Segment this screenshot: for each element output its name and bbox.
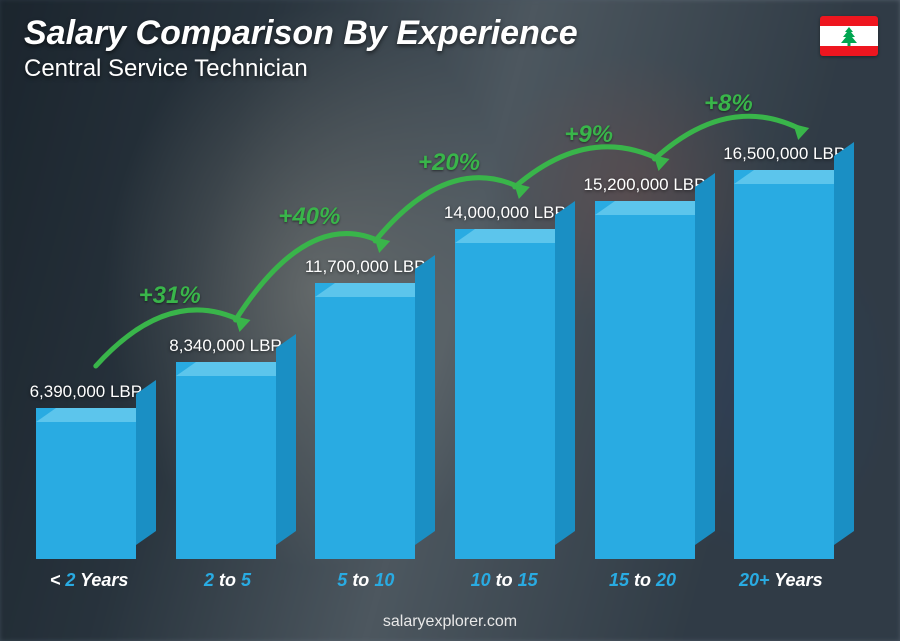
bar-value-label: 11,700,000 LBP (305, 257, 426, 277)
increment-percent-label: +40% (278, 203, 340, 231)
x-axis-label: 10 to 15 (435, 570, 573, 591)
bar (315, 283, 415, 559)
bar-slot: 8,340,000 LBP (160, 110, 292, 559)
header: Salary Comparison By Experience Central … (24, 14, 578, 83)
x-axis-label: 5 to 10 (297, 570, 435, 591)
bar (734, 170, 834, 559)
bar-value-label: 14,000,000 LBP (444, 203, 566, 223)
bar-slot: 14,000,000 LBP (439, 110, 571, 559)
bar-slot: 6,390,000 LBP (20, 110, 152, 559)
increment-percent-label: +31% (139, 282, 201, 310)
increment-percent-label: +20% (418, 149, 480, 177)
bar-value-label: 16,500,000 LBP (723, 144, 845, 164)
increment-percent-label: +9% (564, 121, 613, 149)
page-title: Salary Comparison By Experience (24, 14, 578, 53)
x-axis-label: 15 to 20 (573, 570, 711, 591)
page-subtitle: Central Service Technician (24, 55, 578, 83)
bars-container: 6,390,000 LBP 8,340,000 LBP 11,700,000 LBP… (20, 110, 850, 559)
bar-value-label: 6,390,000 LBP (30, 382, 142, 402)
bar (176, 362, 276, 559)
bar-value-label: 15,200,000 LBP (584, 175, 706, 195)
bar (36, 408, 136, 559)
x-axis-label: 20+ Years (712, 570, 850, 591)
bar-chart: 6,390,000 LBP 8,340,000 LBP 11,700,000 LBP… (20, 110, 850, 587)
bar (455, 229, 555, 559)
bar-slot: 16,500,000 LBP (718, 110, 850, 559)
x-axis-labels: < 2 Years2 to 55 to 1010 to 1515 to 2020… (20, 570, 850, 591)
x-axis-label: 2 to 5 (158, 570, 296, 591)
bar-slot: 11,700,000 LBP (299, 110, 431, 559)
x-axis-label: < 2 Years (20, 570, 158, 591)
footer-credit: salaryexplorer.com (0, 613, 900, 631)
increment-percent-label: +8% (704, 90, 753, 118)
bar-slot: 15,200,000 LBP (579, 110, 711, 559)
country-flag-lebanon (820, 16, 878, 56)
bar-value-label: 8,340,000 LBP (169, 336, 281, 356)
bar (595, 201, 695, 559)
